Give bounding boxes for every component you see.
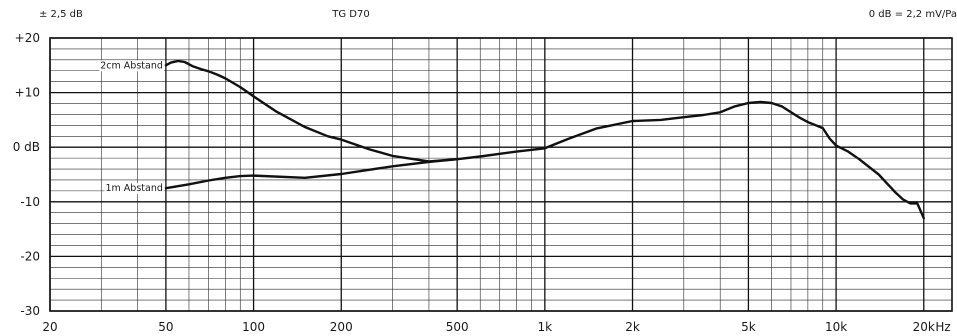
x-unit-label: Hz [935, 320, 950, 334]
major-grid [49, 37, 953, 312]
y-tick-label: 0 dB [13, 140, 40, 154]
y-tick-label: +20 [15, 31, 40, 45]
minor-grid [50, 38, 952, 311]
reference-label: 0 dB = 2,2 mV/Pa [869, 9, 957, 20]
y-tick-label: -30 [20, 304, 40, 318]
y-tick-label: -20 [20, 249, 40, 263]
x-tick-label: 200 [330, 320, 353, 334]
series-label-bg [104, 183, 164, 195]
chart-title: TG D70 [331, 9, 369, 20]
x-tick-label: 100 [242, 320, 265, 334]
series-label-1: 2cm Abstand [100, 60, 163, 71]
tolerance-label: ± 2,5 dB [39, 9, 83, 20]
y-tick-label: -10 [20, 195, 40, 209]
y-axis: +20 +10 0 dB -10 -20 -30 [13, 31, 40, 318]
x-tick-label: 5k [741, 320, 756, 334]
plot-frame [49, 37, 953, 312]
series-layer [164, 59, 925, 220]
series-label-bg [99, 60, 164, 72]
x-axis: 20 50 100 200 500 1k 2k 5k 10k 20k Hz [42, 320, 950, 334]
series-line-1 [164, 59, 459, 163]
x-tick-label: 10k [825, 320, 847, 334]
x-tick-label: 2k [625, 320, 640, 334]
y-tick-label: +10 [15, 86, 40, 100]
x-tick-label: 50 [158, 320, 173, 334]
x-tick-label: 20 [42, 320, 57, 334]
series-labels: 2cm Abstand 1m Abstand [99, 60, 164, 195]
series-line-2 [164, 100, 925, 220]
series-label-2: 1m Abstand [105, 183, 162, 194]
x-tick-label: 20k [913, 320, 935, 334]
x-tick-label: 500 [446, 320, 469, 334]
x-tick-label: 1k [538, 320, 553, 334]
